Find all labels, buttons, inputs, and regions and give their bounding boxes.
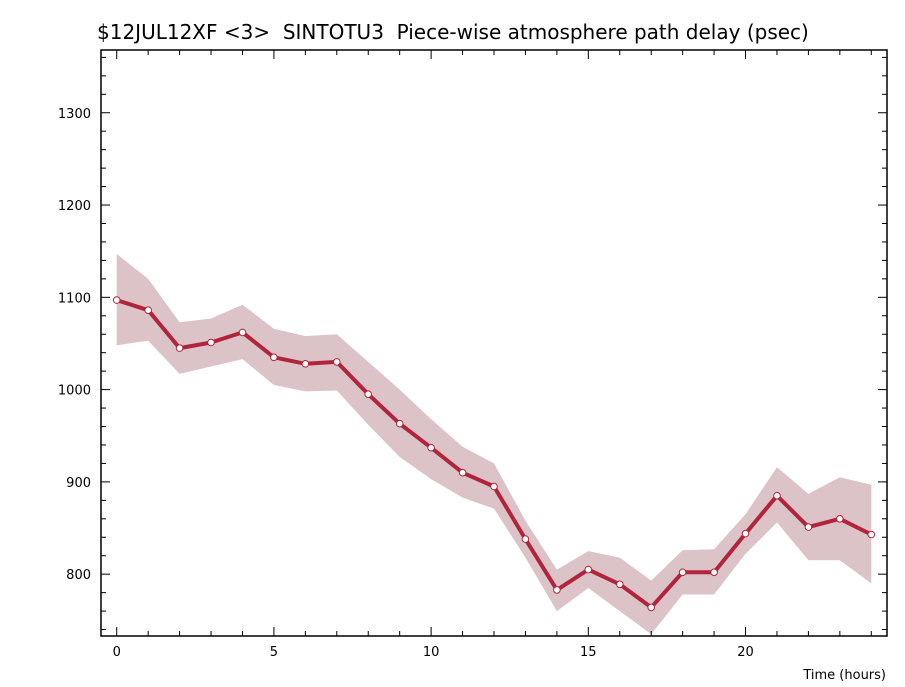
- y-tick-label: 800: [66, 568, 91, 583]
- data-point: [333, 358, 341, 366]
- data-point: [553, 586, 561, 594]
- y-tick-label: 1300: [58, 107, 91, 122]
- chart-title: $12JUL12XF <3> SINTOTU3 Piece-wise atmos…: [97, 20, 809, 44]
- x-tick-label: 0: [113, 645, 121, 660]
- data-point: [616, 580, 624, 589]
- axis-ticks: [101, 50, 887, 636]
- data-point: [207, 338, 215, 347]
- x-tick-label: 5: [270, 645, 278, 660]
- data-point: [427, 443, 435, 452]
- data-point: [490, 482, 498, 491]
- data-point: [741, 529, 750, 538]
- data-point: [364, 390, 373, 399]
- data-point: [773, 491, 781, 500]
- data-point: [867, 530, 876, 539]
- x-tick-label: 15: [580, 645, 597, 660]
- data-point: [678, 568, 687, 577]
- y-tick-label: 900: [66, 476, 91, 491]
- data-point: [521, 535, 530, 543]
- y-tick-label: 1000: [58, 384, 91, 399]
- uncertainty-band-area: [116, 253, 872, 635]
- data-point: [710, 568, 718, 577]
- uncertainty-band: [116, 253, 872, 635]
- y-tick-label: 1100: [58, 291, 91, 306]
- data-point: [144, 306, 152, 315]
- y-tick-label: 1200: [58, 199, 91, 214]
- data-point: [647, 603, 656, 612]
- data-point: [395, 419, 404, 428]
- data-point: [458, 468, 467, 477]
- data-point: [584, 565, 593, 574]
- data-point: [836, 515, 844, 523]
- y-tick-labels: 800 900 1000 1100 1200 1300: [58, 107, 91, 583]
- x-tick-label: 20: [737, 645, 754, 660]
- data-points: [112, 296, 876, 612]
- data-point: [301, 360, 310, 368]
- x-axis-label: Time (hours): [802, 668, 886, 683]
- data-point: [112, 296, 121, 304]
- x-tick-label: 10: [423, 645, 440, 660]
- data-point: [175, 344, 184, 352]
- data-point: [270, 353, 278, 362]
- data-point: [804, 523, 813, 531]
- x-tick-labels: 0 5 10 15 20: [113, 645, 754, 660]
- data-point: [238, 328, 247, 337]
